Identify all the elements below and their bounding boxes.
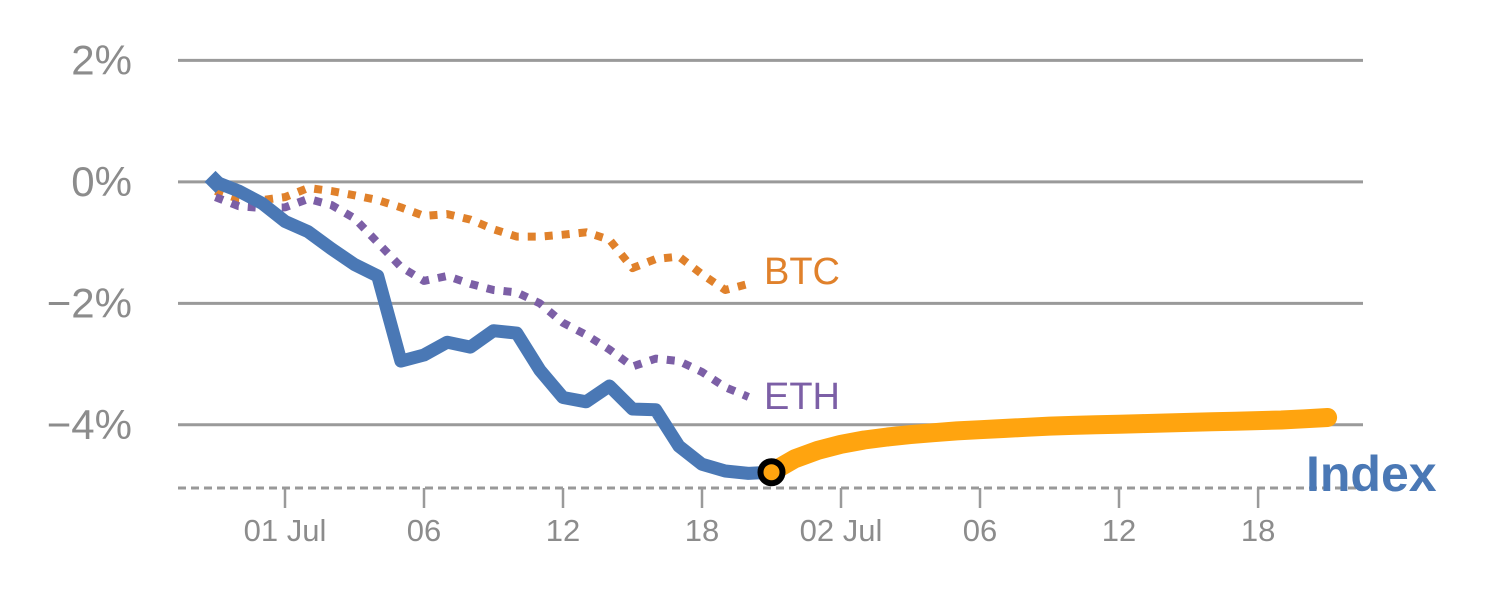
x-tick-label: 12: [1102, 513, 1136, 548]
x-tick-label: 01 Jul: [244, 513, 327, 548]
x-tick-label: 06: [963, 513, 997, 548]
y-axis-labels: 2% 0% −2% −4%: [47, 36, 132, 447]
index-series-label: Index: [1306, 446, 1437, 502]
current-point-marker: [757, 458, 786, 487]
y-tick-label: −2%: [47, 279, 132, 326]
series-labels: BTC ETH Index: [764, 251, 1437, 502]
x-tick-label: 02 Jul: [800, 513, 883, 548]
series-markers: [204, 170, 786, 487]
gridlines: [178, 58, 1363, 427]
y-tick-label: 0%: [71, 158, 132, 205]
eth-series-label: ETH: [764, 376, 840, 418]
x-axis: 01 Jul 06 12 18 02 Jul 06 12 18: [178, 486, 1366, 548]
btc-series-label: BTC: [764, 251, 840, 293]
x-tick-label: 12: [546, 513, 580, 548]
index-projected-line: [762, 408, 1338, 482]
x-tick-label: 18: [1241, 513, 1275, 548]
start-diamond-marker: [204, 170, 227, 193]
x-tick-label: 06: [407, 513, 441, 548]
series-lines: [209, 175, 1338, 482]
btc-line: [214, 184, 750, 294]
y-tick-label: 2%: [71, 36, 132, 83]
index-actual-line: [209, 175, 778, 480]
x-tick-label: 18: [685, 513, 719, 548]
eth-line: [214, 193, 750, 401]
y-tick-label: −4%: [47, 401, 132, 448]
